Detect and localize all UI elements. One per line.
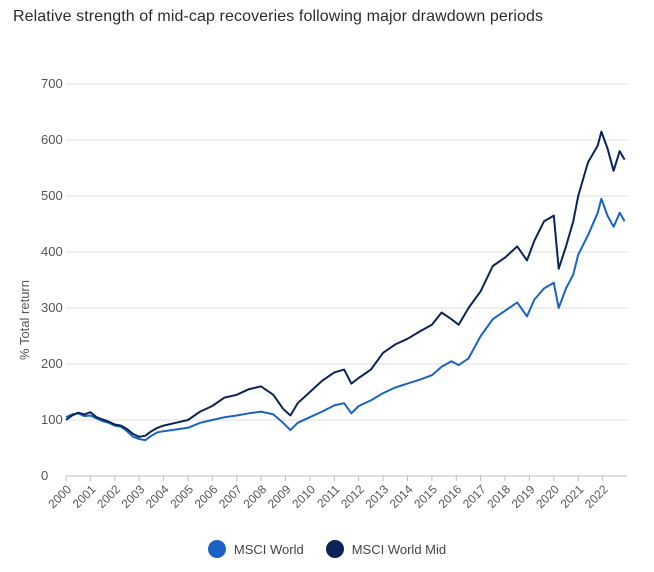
- y-axis-label: % Total return: [17, 280, 32, 360]
- x-tick-label: 2008: [240, 482, 269, 511]
- x-tick-label: 2006: [192, 482, 221, 511]
- gridlines: [66, 83, 627, 477]
- y-tick-label: 600: [41, 132, 63, 147]
- legend-label-msci-world: MSCI World: [233, 541, 304, 557]
- x-tick-label: 2020: [533, 482, 562, 511]
- x-tick-label: 2010: [289, 482, 318, 511]
- series-line-msci-world-mid: [65, 130, 626, 438]
- x-tick-label: 2001: [70, 482, 99, 511]
- x-tick-label: 2017: [460, 482, 489, 511]
- x-tick-label: 2015: [411, 482, 440, 511]
- y-tick-label: 400: [41, 244, 63, 259]
- x-tick-label: 2009: [265, 482, 294, 511]
- y-tick-label: 300: [41, 300, 63, 315]
- legend-item-msci-world-mid[interactable]: MSCI World Mid: [325, 540, 447, 558]
- x-tick-label: 2004: [143, 482, 172, 511]
- y-tick-label: 0: [41, 468, 48, 483]
- x-tick-label: 2012: [338, 482, 367, 511]
- x-tick-label: 2011: [314, 482, 342, 510]
- x-tick-label: 2007: [216, 482, 245, 511]
- series-lines: [65, 130, 626, 442]
- chart-title: Relative strength of mid-cap recoveries …: [13, 8, 544, 25]
- x-tick-label: 2003: [119, 482, 148, 511]
- y-axis-ticks: 0 100 200 300 400 500 600 700: [41, 76, 63, 483]
- legend: MSCI World MSCI World Mid: [0, 540, 654, 558]
- x-tick-label: 2022: [582, 482, 611, 511]
- y-tick-label: 100: [41, 412, 63, 427]
- legend-dot-msci-world: [207, 540, 226, 558]
- y-tick-label: 500: [41, 188, 63, 203]
- x-axis-ticks: 2000200120022003200420052006200720082009…: [45, 476, 611, 511]
- x-tick-label: 2014: [387, 482, 416, 511]
- x-tick-label: 2005: [167, 482, 196, 511]
- y-tick-label: 200: [41, 356, 63, 371]
- x-tick-label: 2021: [558, 482, 587, 511]
- x-tick-label: 2016: [436, 482, 465, 511]
- legend-label-msci-world-mid: MSCI World Mid: [351, 541, 447, 557]
- legend-item-msci-world[interactable]: MSCI World: [207, 540, 304, 558]
- x-tick-label: 2013: [362, 482, 391, 511]
- legend-dot-msci-world-mid: [325, 540, 344, 558]
- x-tick-label: 2002: [94, 482, 123, 511]
- x-tick-label: 2018: [484, 482, 513, 511]
- y-tick-label: 700: [41, 76, 63, 91]
- series-line-msci-world: [65, 197, 626, 442]
- x-tick-label: 2000: [45, 482, 74, 511]
- x-tick-label: 2019: [509, 482, 538, 511]
